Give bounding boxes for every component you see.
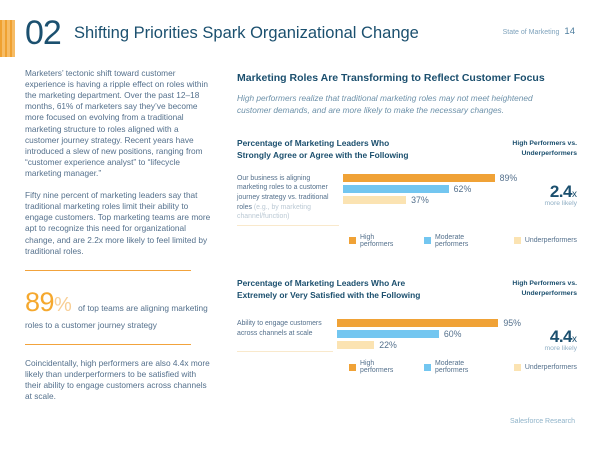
bar-value-label: 60% <box>443 329 462 340</box>
legend-label: Moderate performers <box>435 360 469 375</box>
chart-row-label: Our business is aligning marketing roles… <box>237 174 340 226</box>
bar-high-performers <box>336 319 499 328</box>
legend-label: Underperformers <box>524 363 577 371</box>
bar-row: 95% <box>336 318 521 329</box>
main-content-column: Marketing Roles Are Transforming to Refl… <box>237 72 577 374</box>
bar-value-label: 37% <box>411 194 429 205</box>
multiplier-value: 4.4 <box>549 327 573 347</box>
legend-item: Moderate performers <box>424 234 499 248</box>
legend-label: High performers <box>360 360 394 375</box>
bar-moderate-performers <box>343 184 449 193</box>
multiplier-value: 2.4 <box>549 181 573 201</box>
legend-label: Underperformers <box>524 237 577 245</box>
paragraph-1: Marketers’ tectonic shift toward custome… <box>25 68 208 178</box>
bar-row: 22% <box>336 340 521 351</box>
bar-row: 37% <box>343 194 517 205</box>
page-header: 02 Shifting Priorities Spark Organizatio… <box>0 14 575 58</box>
chart-comparison-label: High Performers vs. Underperformers <box>512 279 577 297</box>
bar-row: 60% <box>336 329 521 340</box>
paragraph-2: Fifty nine percent of marketing leaders … <box>25 190 211 256</box>
multiplier-suffix: x <box>572 334 577 346</box>
section-title: Marketing Roles Are Transforming to Refl… <box>237 72 545 84</box>
chart-agree: Percentage of Marketing Leaders Who Stro… <box>237 138 577 248</box>
report-name: State of Marketing <box>502 29 560 36</box>
stat-callout: 89% of top teams are aligning marketing … <box>25 284 212 331</box>
legend-swatch-icon <box>424 237 432 245</box>
callout-percent-sign: % <box>54 293 72 316</box>
bar-underperformers <box>343 195 407 204</box>
chart-satisfied: Percentage of Marketing Leaders Who Are … <box>237 278 577 374</box>
legend-swatch-icon <box>424 363 432 371</box>
chart-title: Percentage of Marketing Leaders Who Are … <box>237 277 421 300</box>
chart-title: Percentage of Marketing Leaders Who Stro… <box>237 138 409 160</box>
report-page-ref: State of Marketing 14 <box>503 26 575 37</box>
bar-underperformers <box>336 341 375 350</box>
left-text-column: Marketers’ tectonic shift toward custome… <box>25 68 212 413</box>
chart-row-label: Ability to engage customers across chann… <box>237 319 333 353</box>
chart-comparison-label: High Performers vs. Underperformers <box>512 140 577 157</box>
row-label-text: Our business is aligning marketing roles… <box>237 174 329 211</box>
legend-item: Underperformers <box>513 360 577 374</box>
multiplier-stat: 2.4x more likely <box>517 174 577 226</box>
chart-header: Percentage of Marketing Leaders Who Are … <box>237 278 577 302</box>
chart-body: Ability to engage customers across chann… <box>237 318 577 353</box>
callout-value: 89 <box>25 286 55 317</box>
legend-label: High performers <box>360 233 394 248</box>
legend-swatch-icon <box>513 237 521 245</box>
callout-text: of top teams are aligning marketing role… <box>25 302 208 330</box>
multiplier-stat: 4.4x more likely <box>521 319 577 352</box>
paragraph-3: Coincidentally, high performers are also… <box>25 358 210 402</box>
chapter-number: 02 <box>25 14 62 52</box>
bar-moderate-performers <box>336 330 439 339</box>
multiplier-suffix: x <box>571 188 577 200</box>
legend-label: Moderate performers <box>435 233 469 248</box>
chapter-accent-mark-icon <box>0 20 15 57</box>
legend-item: High performers <box>349 360 409 374</box>
divider-bottom <box>25 344 191 346</box>
row-label-text: Ability to engage customers across chann… <box>237 320 322 338</box>
bar-row: 62% <box>343 183 517 194</box>
chart-header: Percentage of Marketing Leaders Who Stro… <box>237 138 577 162</box>
footer-credit: Salesforce Research <box>510 418 575 425</box>
legend-item: Moderate performers <box>424 360 499 374</box>
multiplier-note: more likely <box>544 345 577 353</box>
chart-legend: High performers Moderate performers Underp… <box>349 360 577 374</box>
divider-top <box>25 269 191 271</box>
bar-value-label: 22% <box>379 340 397 351</box>
multiplier-note: more likely <box>544 199 577 207</box>
chart-legend: High performers Moderate performers Underp… <box>349 234 577 248</box>
section-subtitle: High performers realize that traditional… <box>237 93 533 116</box>
row-label-note: (e.g., by marketing channel/function) <box>237 203 311 221</box>
legend-item: High performers <box>349 234 409 248</box>
page-title: Shifting Priorities Spark Organizational… <box>74 24 419 42</box>
bar-group: 89% 62% 37% <box>339 172 518 226</box>
legend-item: Underperformers <box>513 234 577 248</box>
bar-high-performers <box>343 173 495 182</box>
legend-swatch-icon <box>349 363 356 371</box>
bar-value-label: 95% <box>503 318 521 329</box>
bar-group: 95% 60% 22% <box>333 318 521 352</box>
bar-value-label: 89% <box>499 172 518 183</box>
legend-swatch-icon <box>349 237 356 245</box>
bar-value-label: 62% <box>453 183 472 194</box>
chart-body: Our business is aligning marketing roles… <box>237 172 577 226</box>
page-number: 14 <box>564 26 575 37</box>
legend-swatch-icon <box>513 363 521 371</box>
bar-row: 89% <box>343 172 518 183</box>
